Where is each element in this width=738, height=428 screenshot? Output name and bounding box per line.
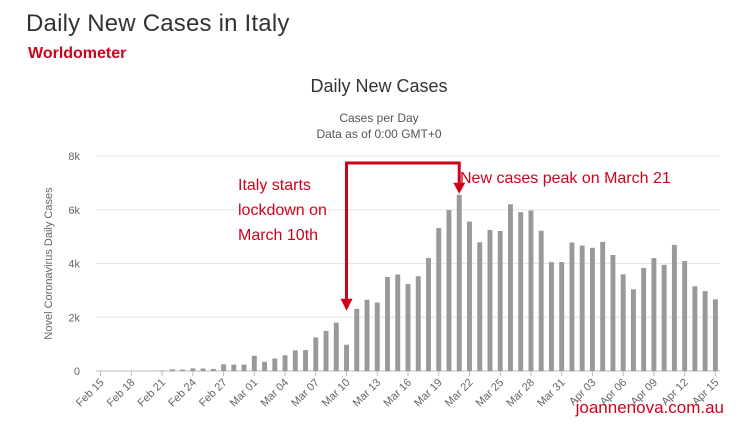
bar bbox=[323, 330, 329, 371]
bar bbox=[548, 262, 554, 371]
x-tick-label: Feb 18 bbox=[105, 377, 138, 410]
bar bbox=[426, 257, 431, 371]
bar bbox=[538, 230, 544, 371]
bar bbox=[671, 244, 677, 371]
x-tick-label: Mar 07 bbox=[289, 377, 322, 410]
bar bbox=[610, 255, 616, 371]
annotation-lockdown-text: March 10th bbox=[238, 227, 318, 244]
bar bbox=[405, 284, 411, 371]
bar bbox=[200, 368, 206, 371]
bar bbox=[169, 369, 175, 371]
x-tick-label: Mar 10 bbox=[320, 377, 353, 410]
x-tick-label: Mar 25 bbox=[474, 377, 507, 410]
bar bbox=[282, 355, 288, 371]
bar bbox=[569, 242, 575, 371]
bar bbox=[497, 230, 503, 371]
bar bbox=[467, 221, 472, 371]
annotation-peak-text: New cases peak on March 21 bbox=[460, 170, 671, 187]
lockdown-arrowhead bbox=[340, 298, 353, 311]
x-tick-label: Mar 04 bbox=[258, 377, 291, 410]
bar bbox=[221, 364, 227, 371]
y-tick-label: 6k bbox=[68, 205, 80, 217]
x-tick-label: Mar 28 bbox=[504, 377, 537, 410]
bar bbox=[528, 210, 534, 371]
y-axis-label: Novel Coronavirus Daily Cases bbox=[43, 187, 55, 340]
x-tick-label: Feb 24 bbox=[166, 377, 199, 410]
bar bbox=[272, 358, 278, 371]
chart-data-date: Data as of 0:00 GMT+0 bbox=[316, 127, 442, 141]
bar bbox=[210, 368, 216, 371]
bar bbox=[415, 276, 421, 371]
x-tick-label: Mar 31 bbox=[535, 377, 568, 410]
bar bbox=[364, 299, 370, 371]
bar bbox=[702, 291, 708, 371]
bar bbox=[487, 229, 493, 371]
bar bbox=[395, 274, 401, 371]
bar bbox=[589, 247, 595, 371]
annotation-lockdown-text: lockdown on bbox=[238, 202, 327, 219]
bar bbox=[436, 227, 442, 371]
bar bbox=[477, 242, 483, 371]
bar bbox=[292, 350, 298, 371]
bar bbox=[303, 350, 308, 371]
bar bbox=[508, 204, 513, 371]
page-title: Daily New Cases in Italy bbox=[26, 10, 290, 37]
bar bbox=[456, 194, 462, 371]
bar bbox=[651, 258, 657, 371]
x-tick-label: Mar 01 bbox=[228, 377, 261, 410]
bar bbox=[641, 267, 647, 371]
bar bbox=[313, 337, 319, 371]
bar bbox=[231, 364, 237, 371]
bar bbox=[354, 308, 360, 371]
bar bbox=[446, 210, 452, 371]
watermark: joannenova.com.au bbox=[575, 398, 724, 417]
y-tick-label: 8k bbox=[68, 151, 80, 163]
annotation-connector bbox=[345, 161, 461, 301]
x-tick-label: Feb 27 bbox=[197, 377, 230, 410]
chart-subtitle: Cases per Day bbox=[339, 111, 419, 125]
bar bbox=[692, 286, 698, 371]
y-tick-label: 4k bbox=[68, 259, 80, 271]
bar bbox=[374, 302, 380, 371]
bar bbox=[712, 299, 718, 371]
annotation-lockdown-text: Italy starts bbox=[238, 177, 311, 194]
bar bbox=[180, 369, 186, 371]
x-tick-label: Feb 21 bbox=[136, 377, 169, 410]
bar bbox=[241, 364, 247, 371]
bar bbox=[385, 277, 390, 371]
peak-arrowhead bbox=[453, 182, 466, 194]
bar bbox=[600, 241, 606, 371]
bar bbox=[579, 245, 585, 371]
x-tick-label: Mar 13 bbox=[351, 377, 384, 410]
bar bbox=[518, 212, 524, 371]
bar bbox=[661, 264, 667, 371]
bar bbox=[190, 368, 196, 371]
bar bbox=[630, 289, 636, 371]
y-tick-label: 0 bbox=[74, 366, 80, 378]
x-tick-label: Mar 22 bbox=[443, 377, 476, 410]
bar bbox=[682, 261, 688, 371]
y-tick-label: 2k bbox=[68, 312, 80, 324]
bar bbox=[262, 361, 268, 371]
bar bbox=[620, 274, 626, 371]
source-label: Worldometer bbox=[28, 45, 127, 62]
x-tick-label: Feb 15 bbox=[74, 377, 107, 410]
x-tick-label: Mar 16 bbox=[381, 377, 414, 410]
bar bbox=[333, 322, 339, 371]
x-tick-label: Mar 19 bbox=[412, 377, 445, 410]
bar bbox=[344, 344, 349, 371]
bar bbox=[559, 262, 565, 371]
bar bbox=[251, 355, 257, 371]
chart-title: Daily New Cases bbox=[310, 76, 448, 96]
